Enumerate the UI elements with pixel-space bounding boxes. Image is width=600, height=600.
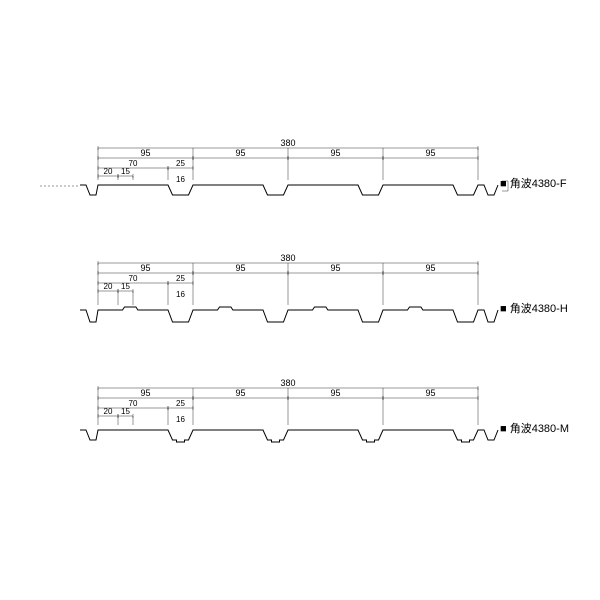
svg-text:16: 16 bbox=[176, 415, 185, 424]
dim-group: 95 bbox=[193, 388, 288, 400]
svg-text:95: 95 bbox=[140, 388, 150, 398]
svg-text:95: 95 bbox=[140, 263, 150, 273]
dim-group: 20 bbox=[98, 167, 118, 178]
label-F: ■ 角波4380-F bbox=[500, 177, 567, 190]
dimension-ladder: 380959595957025201516 bbox=[98, 253, 478, 305]
dim-group: 25 bbox=[168, 274, 193, 285]
dim-group: 15 bbox=[118, 282, 133, 293]
svg-text:15: 15 bbox=[121, 167, 130, 176]
svg-text:70: 70 bbox=[129, 399, 138, 408]
svg-text:95: 95 bbox=[425, 388, 435, 398]
dim-group: 95 bbox=[193, 263, 288, 275]
svg-text:20: 20 bbox=[104, 282, 113, 291]
svg-text:95: 95 bbox=[425, 148, 435, 158]
svg-text:20: 20 bbox=[104, 167, 113, 176]
svg-text:25: 25 bbox=[176, 274, 185, 283]
label-H: ■ 角波4380-H bbox=[500, 302, 568, 315]
svg-text:95: 95 bbox=[330, 148, 340, 158]
svg-text:70: 70 bbox=[129, 159, 138, 168]
svg-text:95: 95 bbox=[140, 148, 150, 158]
dim-group: 95 bbox=[383, 148, 478, 160]
svg-text:95: 95 bbox=[235, 263, 245, 273]
dim-group: 95 bbox=[193, 148, 288, 160]
dim-group: 95 bbox=[288, 148, 383, 160]
svg-text:95: 95 bbox=[235, 388, 245, 398]
dim-group: 25 bbox=[168, 159, 193, 170]
svg-text:95: 95 bbox=[330, 263, 340, 273]
dim-group: 95 bbox=[288, 263, 383, 275]
svg-text:70: 70 bbox=[129, 274, 138, 283]
panel-M: 380959595957025201516■ 角波4380-M bbox=[80, 378, 569, 442]
svg-text:95: 95 bbox=[425, 263, 435, 273]
profile-F bbox=[80, 185, 498, 195]
svg-text:15: 15 bbox=[121, 407, 130, 416]
svg-text:380: 380 bbox=[280, 253, 295, 263]
svg-text:15: 15 bbox=[121, 282, 130, 291]
svg-text:16: 16 bbox=[176, 175, 185, 184]
panel-H: 380959595957025201516■ 角波4380-H bbox=[80, 253, 568, 322]
profile-M bbox=[80, 430, 498, 442]
dim-group: 20 bbox=[98, 407, 118, 418]
svg-text:380: 380 bbox=[280, 138, 295, 148]
dimension-ladder: 380959595957025201516 bbox=[98, 378, 478, 425]
dim-group: 15 bbox=[118, 407, 133, 418]
svg-text:25: 25 bbox=[176, 159, 185, 168]
dim-group: 95 bbox=[383, 263, 478, 275]
svg-text:16: 16 bbox=[176, 290, 185, 299]
dim-group: 95 bbox=[383, 388, 478, 400]
label-M: ■ 角波4380-M bbox=[500, 422, 569, 435]
dim-group: 25 bbox=[168, 399, 193, 410]
dim-group: 20 bbox=[98, 282, 118, 293]
panel-F: 380959595957025201516■ 角波4380-F bbox=[40, 138, 567, 195]
svg-text:95: 95 bbox=[330, 388, 340, 398]
dim-group: 95 bbox=[288, 388, 383, 400]
svg-text:20: 20 bbox=[104, 407, 113, 416]
svg-text:25: 25 bbox=[176, 399, 185, 408]
svg-text:380: 380 bbox=[280, 378, 295, 388]
dim-group: 15 bbox=[118, 167, 133, 178]
dim-group: 380 bbox=[98, 138, 478, 150]
dimension-ladder: 380959595957025201516 bbox=[98, 138, 478, 184]
profile-H bbox=[80, 307, 498, 322]
svg-text:95: 95 bbox=[235, 148, 245, 158]
